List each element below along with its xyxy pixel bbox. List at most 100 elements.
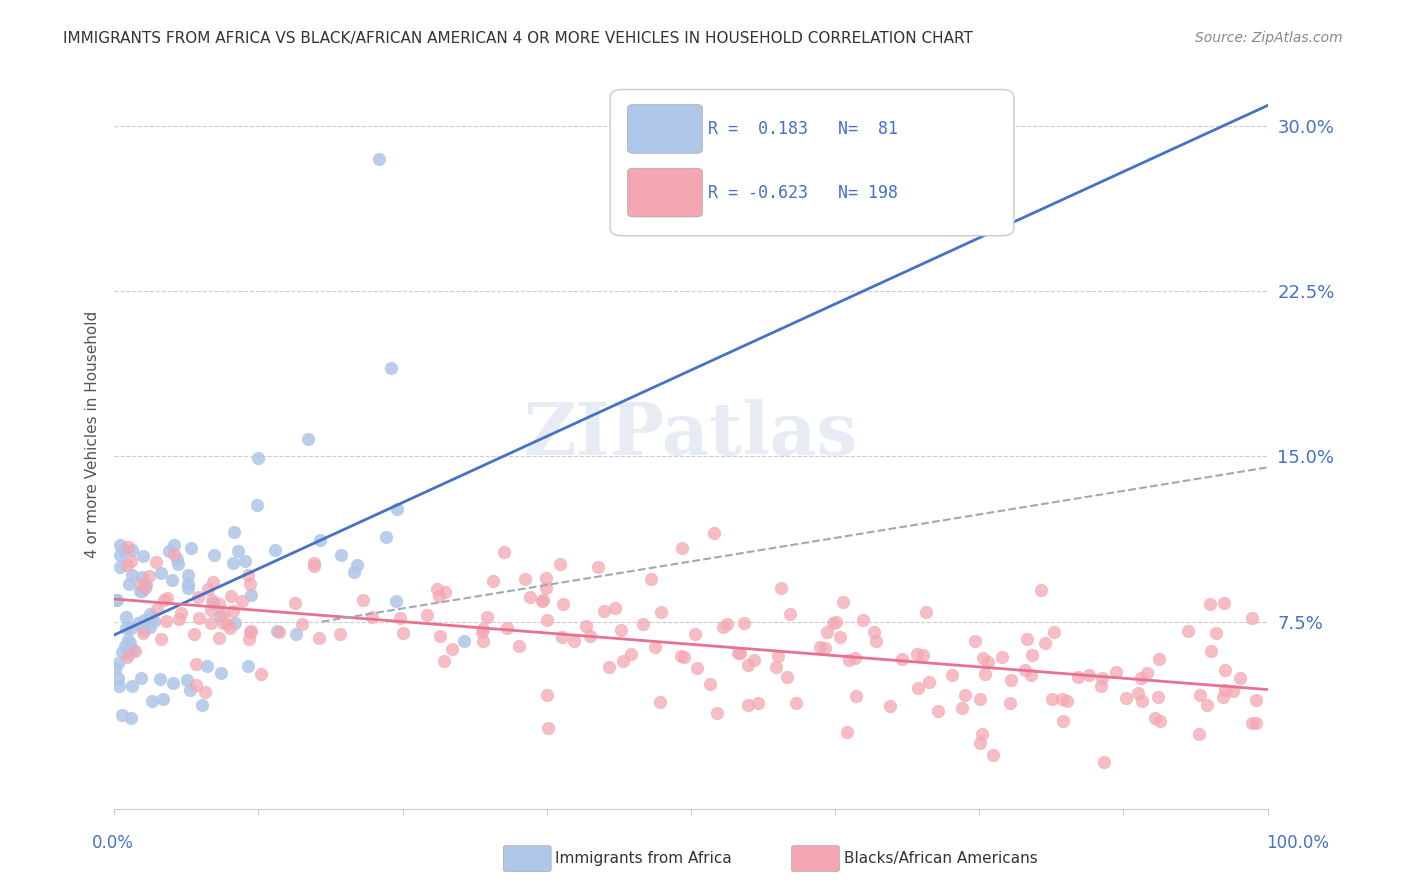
Point [134, 582, 156, 596]
Point [153, 593, 176, 607]
Point [238, 632, 260, 646]
Point [269, 624, 291, 639]
Point [536, 688, 558, 702]
Point [441, 642, 464, 657]
Point [343, 566, 366, 580]
Point [845, 689, 868, 703]
Point [146, 601, 169, 615]
Point [111, 645, 134, 659]
Point [711, 620, 734, 634]
Point [650, 695, 672, 709]
Point [941, 668, 963, 682]
Point [117, 633, 139, 648]
Point [120, 636, 142, 650]
Point [121, 542, 143, 557]
Point [209, 665, 232, 680]
Point [201, 575, 224, 590]
Point [211, 616, 233, 631]
Point [1199, 597, 1222, 611]
Point [1213, 683, 1236, 698]
Point [118, 576, 141, 591]
Point [131, 584, 153, 599]
Point [120, 554, 142, 568]
Point [1130, 694, 1153, 708]
Point [117, 540, 139, 554]
Point [188, 610, 211, 624]
Point [166, 552, 188, 566]
Point [844, 651, 866, 665]
Point [352, 592, 374, 607]
Point [1017, 632, 1039, 646]
Point [1029, 583, 1052, 598]
Point [169, 607, 191, 621]
Point [224, 615, 246, 630]
Point [135, 578, 157, 592]
Point [128, 583, 150, 598]
Point [176, 673, 198, 688]
Point [392, 626, 415, 640]
Point [236, 568, 259, 582]
Point [815, 625, 838, 640]
Point [309, 533, 332, 547]
Point [124, 644, 146, 658]
Point [1021, 648, 1043, 663]
Point [1052, 714, 1074, 728]
Point [115, 621, 138, 635]
Point [208, 597, 231, 611]
Point [177, 568, 200, 582]
Point [215, 616, 238, 631]
Point [579, 629, 602, 643]
Point [145, 555, 167, 569]
Point [1050, 692, 1073, 706]
Point [699, 677, 721, 691]
Point [179, 683, 201, 698]
Point [537, 722, 560, 736]
Point [132, 626, 155, 640]
Point [1244, 716, 1267, 731]
Point [832, 595, 855, 609]
Point [127, 616, 149, 631]
Point [108, 548, 131, 562]
Text: Immigrants from Africa: Immigrants from Africa [555, 852, 733, 866]
Point [117, 647, 139, 661]
Point [156, 591, 179, 606]
Point [1213, 596, 1236, 610]
Point [728, 646, 751, 660]
Point [531, 593, 554, 607]
Point [380, 361, 402, 376]
Point [991, 649, 1014, 664]
Point [1033, 636, 1056, 650]
Point [132, 613, 155, 627]
Point [249, 666, 271, 681]
Point [433, 654, 456, 668]
Point [329, 627, 352, 641]
Text: Source: ZipAtlas.com: Source: ZipAtlas.com [1195, 31, 1343, 45]
Point [998, 697, 1021, 711]
Point [266, 624, 288, 638]
Point [911, 648, 934, 662]
Point [927, 705, 949, 719]
Point [1229, 671, 1251, 685]
Point [1195, 698, 1218, 712]
Point [644, 640, 666, 655]
Point [813, 641, 835, 656]
Point [222, 556, 245, 570]
Point [671, 541, 693, 556]
Point [620, 647, 643, 661]
Point [429, 629, 451, 643]
Point [155, 614, 177, 628]
Point [1189, 688, 1212, 702]
Point [388, 611, 411, 625]
Point [1244, 693, 1267, 707]
Point [508, 639, 530, 653]
Point [631, 617, 654, 632]
Point [112, 543, 135, 558]
Point [1188, 727, 1211, 741]
Point [1105, 665, 1128, 680]
Point [1056, 694, 1078, 708]
Point [969, 691, 991, 706]
Point [122, 642, 145, 657]
Point [1092, 755, 1115, 769]
Point [536, 613, 558, 627]
Point [108, 679, 131, 693]
